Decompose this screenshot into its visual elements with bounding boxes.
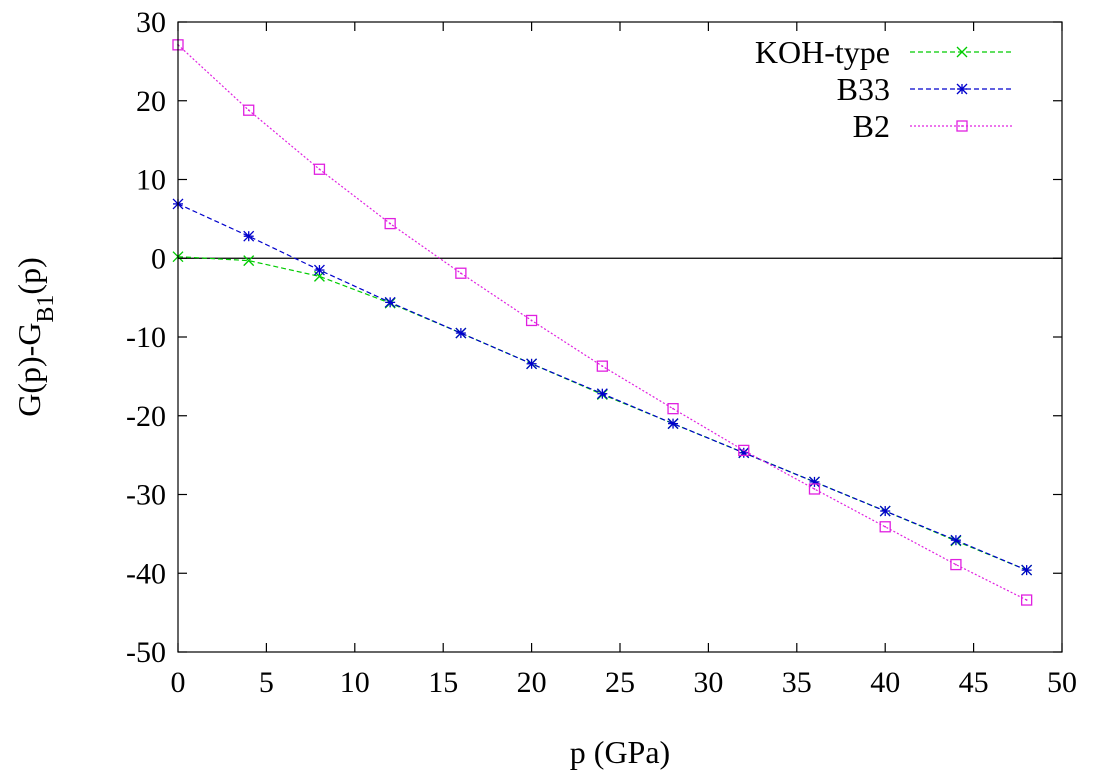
x-tick-label: 50 [1047, 666, 1077, 699]
legend-marker [956, 120, 968, 132]
x-tick-label: 40 [870, 666, 900, 699]
plot-frame [177, 21, 1063, 653]
series-layer [172, 39, 1033, 606]
series-b33 [172, 198, 1033, 576]
x-tick-label: 5 [259, 666, 274, 699]
legend-marker [956, 46, 968, 58]
data-point [809, 476, 820, 488]
y-tick-label: -20 [126, 400, 166, 433]
legend-item: B33 [837, 71, 1014, 107]
data-point [950, 534, 962, 546]
data-point [808, 483, 821, 495]
data-point [455, 267, 467, 279]
y-tick-label: 30 [136, 6, 166, 39]
y-tick-label: -50 [126, 636, 166, 669]
legend-marker [956, 83, 968, 95]
y-axis-label-suffix: (p) [11, 257, 47, 294]
legend-label: B33 [837, 71, 890, 107]
x-tick-label: 15 [428, 666, 458, 699]
data-point [243, 230, 255, 242]
legend-item: B2 [853, 108, 1014, 144]
series-koh-type [172, 251, 1033, 576]
series-b2 [172, 39, 1033, 606]
y-tick-label: 0 [151, 242, 166, 275]
data-point [667, 418, 679, 430]
data-point [879, 505, 891, 517]
data-point [879, 521, 891, 533]
data-point [525, 314, 538, 327]
data-point [384, 296, 396, 308]
legend-item: KOH-type [755, 34, 1014, 70]
data-point [738, 444, 750, 457]
data-point [384, 217, 396, 230]
x-tick-label: 0 [171, 666, 186, 699]
y-tick-label: -30 [126, 479, 166, 512]
y-tick-label: -10 [126, 321, 166, 354]
y-axis-label: G(p)-GB1(p) [11, 257, 59, 417]
y-tick-label: 20 [136, 85, 166, 118]
data-point [455, 327, 467, 339]
data-point [313, 264, 325, 276]
data-point [1021, 564, 1033, 576]
y-axis-label-subscript: B1 [33, 295, 59, 323]
legend-label: B2 [853, 108, 890, 144]
x-tick-label: 30 [693, 666, 723, 699]
legend-label: KOH-type [755, 34, 890, 70]
data-point [596, 388, 608, 400]
x-tick-label: 10 [340, 666, 370, 699]
data-point [950, 558, 962, 571]
x-tick-label: 20 [517, 666, 547, 699]
x-axis-label: p (GPa) [570, 734, 670, 770]
x-tick-label: 25 [605, 666, 635, 699]
ticks-layer: 0 5 10 15 20 25 30 35 40 45 50 -50 -40 -30 -20 -10 0 10 20… [126, 6, 1077, 699]
data-point [243, 104, 255, 116]
data-point [667, 403, 679, 415]
x-tick-label: 35 [782, 666, 812, 699]
data-point [738, 447, 750, 459]
y-tick-label: 10 [136, 164, 166, 197]
data-point [313, 163, 326, 175]
series-line [177, 256, 1027, 571]
y-axis-label-main: G(p)-G [11, 323, 47, 417]
data-point [1020, 594, 1033, 606]
data-point [596, 360, 608, 372]
data-point [243, 255, 255, 267]
y-tick-label: -40 [126, 557, 166, 590]
data-point [526, 358, 538, 370]
x-tick-label: 45 [959, 666, 989, 699]
